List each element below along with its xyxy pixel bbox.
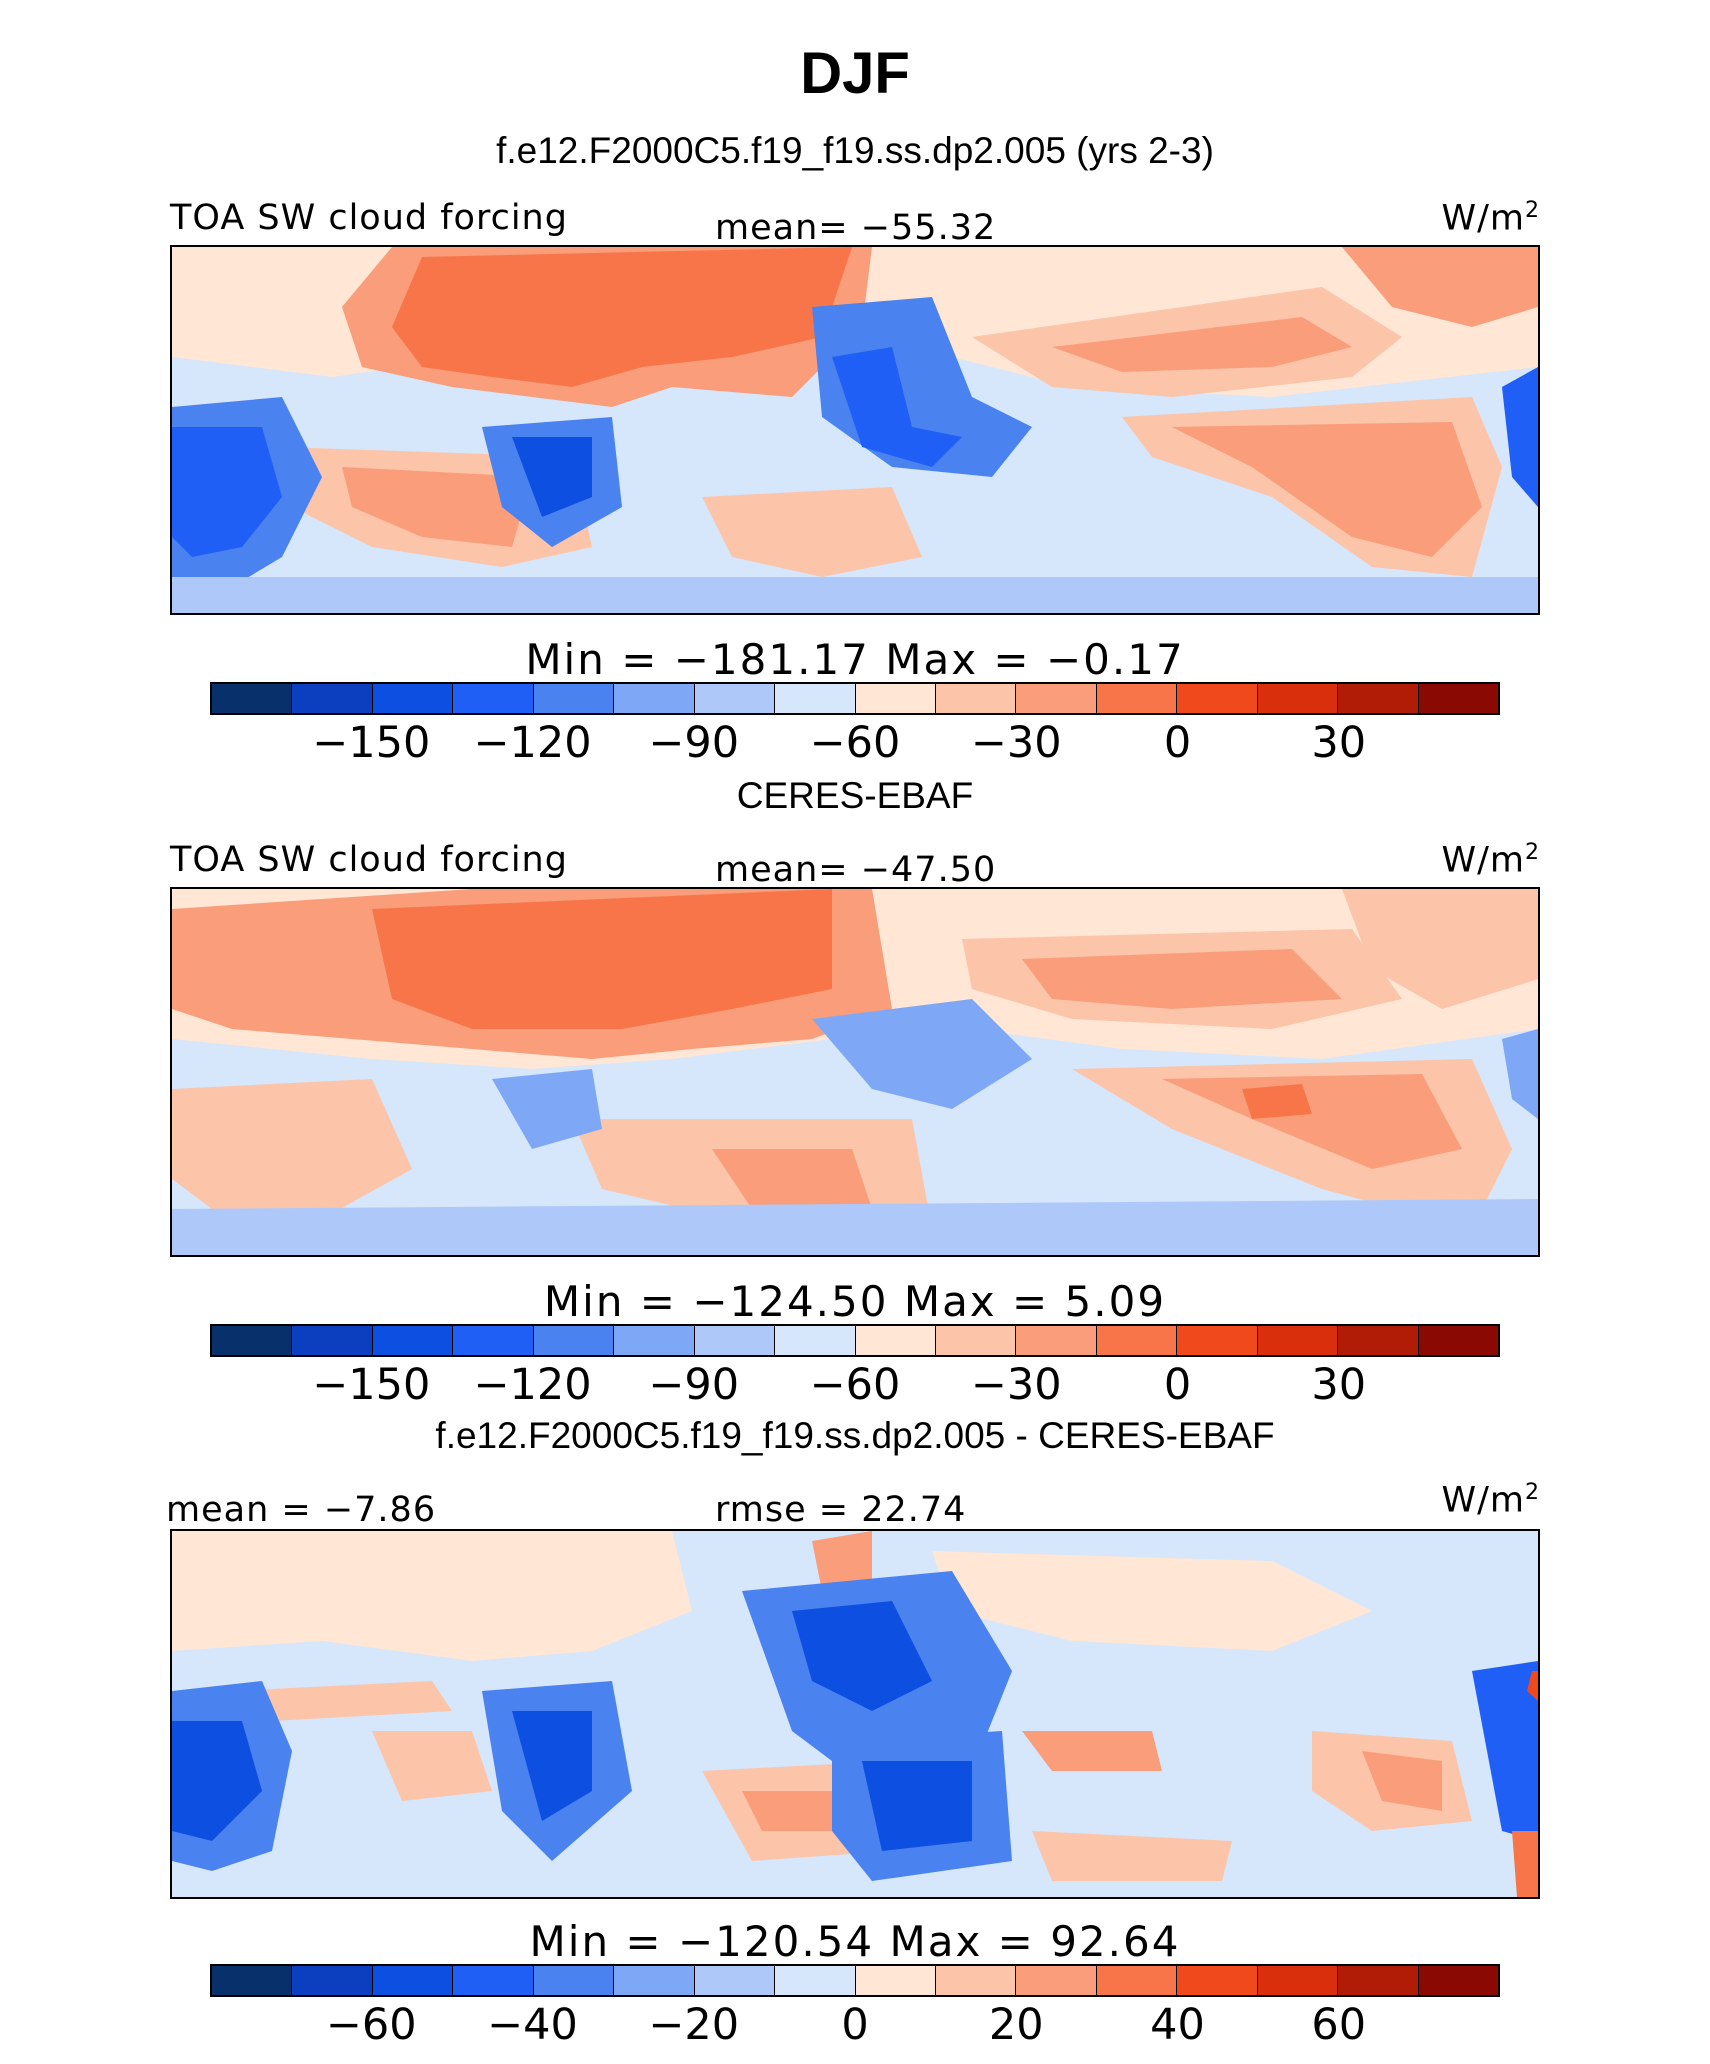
colorbar-swatch — [292, 684, 373, 713]
panel-2-heading: CERES-EBAF — [736, 775, 974, 816]
panel-1-units: W/m2 — [1441, 198, 1540, 239]
colorbar-tick-label: 20 — [988, 2000, 1044, 2050]
colorbar-swatch — [212, 1966, 293, 1995]
colorbar-swatch — [453, 684, 534, 713]
colorbar-swatch — [1418, 1966, 1498, 1995]
colorbar-swatch — [855, 1326, 936, 1355]
colorbar-tick-label: 30 — [1311, 718, 1367, 768]
colorbar-swatch — [1257, 1326, 1339, 1355]
colorbar-tick-label: 40 — [1150, 2000, 1205, 2050]
colorbar-swatch — [533, 1326, 615, 1355]
panel-1-heading: f.e12.F2000C5.f19_f19.ss.dp2.005 (yrs 2-… — [496, 130, 1214, 171]
panel-3-units: W/m2 — [1441, 1480, 1540, 1521]
panel-3-heading: f.e12.F2000C5.f19_f19.ss.dp2.005 - CERES… — [435, 1415, 1275, 1456]
colorbar-tick-label: 30 — [1311, 1360, 1367, 1410]
colorbar-tick-label: −60 — [809, 1360, 901, 1410]
colorbar-swatch — [372, 1966, 454, 1995]
colorbar-swatch — [212, 684, 293, 713]
colorbar-swatch — [372, 1326, 454, 1355]
colorbar-swatch — [292, 1326, 373, 1355]
colorbar-swatch — [533, 1966, 615, 1995]
colorbar-swatch — [935, 684, 1017, 713]
panel-1-field-label: TOA SW cloud forcing — [170, 198, 568, 238]
colorbar-tick-label: −150 — [312, 718, 431, 768]
panel-1-minmax: Min = −181.17 Max = −0.17 — [525, 635, 1185, 684]
colorbar-tick-label: −150 — [312, 1360, 431, 1410]
colorbar-swatch — [855, 1966, 936, 1995]
colorbar-swatch — [935, 1326, 1017, 1355]
colorbar-swatch — [1338, 1326, 1419, 1355]
colorbar-swatch — [292, 1966, 373, 1995]
colorbar-swatch — [614, 684, 695, 713]
panel-1-colorbar — [210, 682, 1500, 715]
panel-2-colorbar — [210, 1324, 1500, 1357]
colorbar-swatch — [855, 684, 936, 713]
colorbar-swatch — [453, 1966, 534, 1995]
panel-2-map-field — [172, 889, 1538, 1255]
colorbar-tick-label: −30 — [970, 718, 1062, 768]
panel-3-minmax: Min = −120.54 Max = 92.64 — [529, 1917, 1181, 1966]
colorbar-swatch — [1418, 1326, 1498, 1355]
colorbar-tick-label: −90 — [648, 718, 740, 768]
colorbar-swatch — [775, 684, 856, 713]
colorbar-tick-label: 0 — [1163, 1360, 1192, 1410]
main-title: DJF — [800, 41, 910, 106]
colorbar-tick-label: −40 — [487, 2000, 578, 2050]
colorbar-tick-label: 0 — [1163, 718, 1192, 768]
panel-1-map-field — [172, 247, 1538, 613]
panel-2-units: W/m2 — [1441, 840, 1540, 881]
panel-3-map-field — [172, 1531, 1538, 1897]
colorbar-tick-label: −20 — [648, 2000, 740, 2050]
panel-2-field-label: TOA SW cloud forcing — [170, 840, 568, 880]
panel-2-map — [170, 887, 1540, 1257]
colorbar-tick-label: 60 — [1311, 2000, 1367, 2050]
colorbar-swatch — [372, 684, 454, 713]
panel-2-minmax: Min = −124.50 Max = 5.09 — [543, 1277, 1167, 1326]
panel-2-mean-label: mean= −47.50 — [715, 850, 997, 890]
colorbar-tick-label: −60 — [809, 718, 901, 768]
colorbar-tick-label: −90 — [648, 1360, 740, 1410]
colorbar-swatch — [212, 1326, 293, 1355]
panel-3-mean-label: mean = −7.86 — [166, 1490, 437, 1530]
colorbar-swatch — [775, 1966, 856, 1995]
panel-3-rmse-label: rmse = 22.74 — [715, 1490, 967, 1530]
colorbar-swatch — [1177, 1326, 1258, 1355]
colorbar-swatch — [1418, 684, 1498, 713]
colorbar-tick-label: −120 — [473, 718, 592, 768]
colorbar-swatch — [935, 1966, 1017, 1995]
colorbar-swatch — [1096, 1326, 1178, 1355]
colorbar-swatch — [1016, 1326, 1097, 1355]
colorbar-swatch — [1016, 684, 1097, 713]
colorbar-tick-label: −30 — [970, 1360, 1062, 1410]
colorbar-tick-label: −60 — [325, 2000, 417, 2050]
colorbar-swatch — [694, 1966, 776, 1995]
colorbar-swatch — [1096, 1966, 1178, 1995]
colorbar-swatch — [1338, 1966, 1419, 1995]
colorbar-swatch — [694, 684, 776, 713]
colorbar-swatch — [1338, 684, 1419, 713]
panel-3-map — [170, 1529, 1540, 1899]
colorbar-swatch — [614, 1966, 695, 1995]
colorbar-swatch — [614, 1326, 695, 1355]
colorbar-swatch — [1016, 1966, 1097, 1995]
colorbar-swatch — [533, 684, 615, 713]
panel-3-colorbar — [210, 1964, 1500, 1997]
colorbar-swatch — [775, 1326, 856, 1355]
colorbar-tick-label: −120 — [473, 1360, 592, 1410]
colorbar-swatch — [1096, 684, 1178, 713]
colorbar-swatch — [1257, 1966, 1339, 1995]
colorbar-swatch — [1257, 684, 1339, 713]
colorbar-swatch — [1177, 1966, 1258, 1995]
colorbar-swatch — [1177, 684, 1258, 713]
panel-1-mean-label: mean= −55.32 — [715, 208, 997, 248]
colorbar-swatch — [453, 1326, 534, 1355]
panel-1-map — [170, 245, 1540, 615]
colorbar-swatch — [694, 1326, 776, 1355]
colorbar-tick-label: 0 — [841, 2000, 869, 2050]
